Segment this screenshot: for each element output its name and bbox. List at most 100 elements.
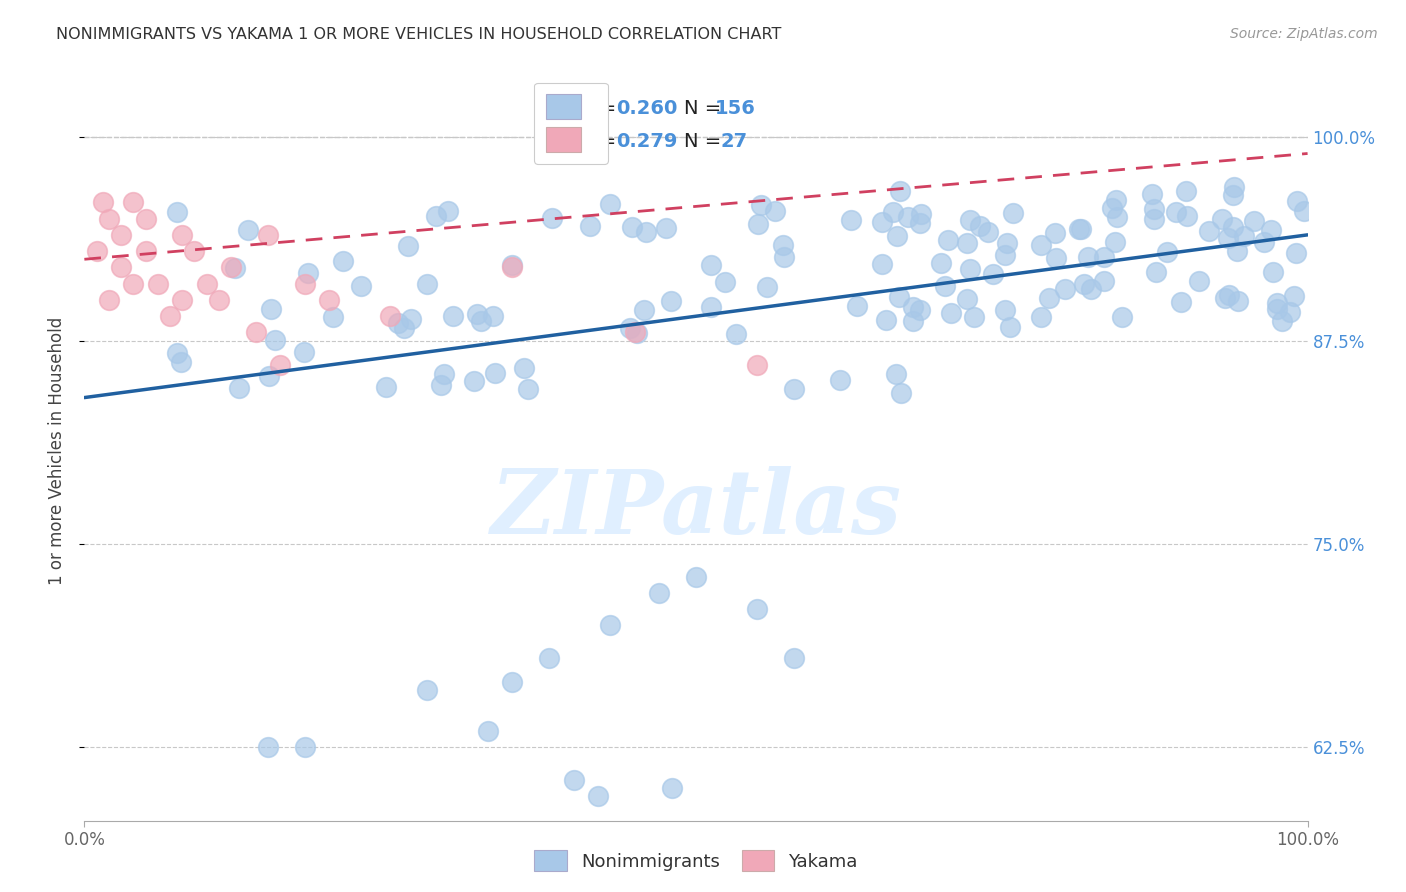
Point bbox=[633, 303, 655, 318]
Point bbox=[228, 381, 250, 395]
Point bbox=[981, 267, 1004, 281]
Point bbox=[890, 386, 912, 401]
Point bbox=[619, 321, 641, 335]
Point bbox=[998, 320, 1021, 334]
Point bbox=[751, 198, 773, 212]
Point bbox=[166, 345, 188, 359]
Point bbox=[1222, 219, 1244, 234]
Point bbox=[416, 683, 439, 698]
Point bbox=[294, 277, 316, 291]
Text: 0.260: 0.260 bbox=[616, 99, 678, 118]
Point bbox=[501, 258, 523, 272]
Point bbox=[297, 266, 319, 280]
Point bbox=[294, 740, 316, 755]
Point bbox=[517, 383, 540, 397]
Point bbox=[1073, 277, 1095, 291]
Point bbox=[1227, 294, 1250, 309]
Point bbox=[929, 256, 952, 270]
Point bbox=[322, 310, 344, 325]
Point bbox=[1105, 194, 1128, 208]
Point bbox=[1292, 204, 1315, 219]
Point bbox=[538, 651, 561, 665]
Point bbox=[1278, 304, 1301, 318]
Point bbox=[257, 740, 280, 755]
Point bbox=[995, 235, 1018, 250]
Point bbox=[872, 257, 894, 271]
Point bbox=[394, 321, 416, 335]
Point bbox=[1144, 265, 1167, 279]
Point bbox=[1260, 222, 1282, 236]
Point bbox=[195, 277, 218, 291]
Point bbox=[1216, 230, 1239, 244]
Point bbox=[1080, 282, 1102, 296]
Point bbox=[159, 310, 181, 324]
Point bbox=[502, 675, 524, 690]
Point bbox=[870, 215, 893, 229]
Point bbox=[512, 360, 534, 375]
Point bbox=[714, 275, 737, 289]
Point bbox=[747, 217, 769, 231]
Point bbox=[122, 195, 145, 210]
Point bbox=[1226, 244, 1249, 259]
Point bbox=[433, 367, 456, 381]
Point bbox=[1211, 211, 1233, 226]
Point bbox=[1142, 212, 1164, 227]
Point bbox=[257, 369, 280, 384]
Point bbox=[1067, 222, 1090, 236]
Point bbox=[772, 238, 794, 252]
Point bbox=[463, 374, 485, 388]
Point bbox=[1140, 186, 1163, 201]
Text: N =: N = bbox=[683, 132, 727, 151]
Point bbox=[636, 225, 658, 239]
Text: N =: N = bbox=[683, 99, 727, 118]
Point bbox=[1198, 224, 1220, 238]
Point bbox=[146, 277, 169, 291]
Point bbox=[1077, 250, 1099, 264]
Point bbox=[441, 309, 464, 323]
Point bbox=[562, 772, 585, 787]
Point bbox=[97, 211, 120, 226]
Point bbox=[897, 210, 920, 224]
Point bbox=[484, 366, 506, 380]
Point bbox=[387, 316, 409, 330]
Point bbox=[1053, 282, 1076, 296]
Point bbox=[700, 258, 723, 272]
Point bbox=[236, 222, 259, 236]
Point bbox=[1243, 214, 1265, 228]
Point bbox=[1215, 291, 1237, 305]
Point bbox=[1029, 310, 1052, 325]
Point bbox=[245, 326, 267, 340]
Point bbox=[482, 309, 505, 323]
Point bbox=[263, 334, 285, 348]
Point bbox=[599, 618, 621, 632]
Point bbox=[1101, 201, 1123, 215]
Point bbox=[654, 221, 676, 235]
Point bbox=[884, 368, 907, 382]
Point bbox=[1253, 235, 1275, 250]
Point bbox=[934, 278, 956, 293]
Point bbox=[1175, 184, 1198, 198]
Point bbox=[908, 302, 931, 317]
Point bbox=[661, 781, 683, 796]
Point bbox=[1265, 296, 1288, 310]
Point bbox=[97, 293, 120, 307]
Point bbox=[429, 377, 451, 392]
Point bbox=[830, 373, 852, 387]
Point bbox=[1092, 273, 1115, 287]
Point bbox=[91, 195, 114, 210]
Text: NONIMMIGRANTS VS YAKAMA 1 OR MORE VEHICLES IN HOUSEHOLD CORRELATION CHART: NONIMMIGRANTS VS YAKAMA 1 OR MORE VEHICL… bbox=[56, 27, 782, 42]
Legend: Nonimmigrants, Yakama: Nonimmigrants, Yakama bbox=[527, 843, 865, 879]
Point bbox=[783, 383, 806, 397]
Text: 27: 27 bbox=[720, 132, 748, 151]
Point bbox=[910, 207, 932, 221]
Point bbox=[1265, 301, 1288, 316]
Point bbox=[425, 209, 447, 223]
Point bbox=[396, 238, 419, 252]
Point bbox=[166, 205, 188, 219]
Point bbox=[993, 248, 1015, 262]
Point bbox=[1045, 251, 1067, 265]
Point bbox=[936, 233, 959, 247]
Text: ZIPatlas: ZIPatlas bbox=[491, 467, 901, 553]
Point bbox=[318, 293, 340, 307]
Point bbox=[374, 380, 396, 394]
